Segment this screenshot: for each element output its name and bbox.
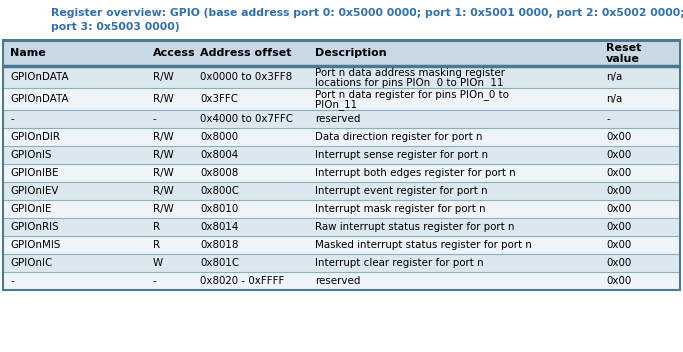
Text: Interrupt sense register for port n: Interrupt sense register for port n bbox=[315, 150, 488, 160]
Text: -: - bbox=[152, 276, 156, 286]
Text: value: value bbox=[606, 54, 640, 64]
Bar bbox=[3, 128, 680, 146]
Text: GPIOnIS: GPIOnIS bbox=[10, 150, 52, 160]
Text: GPIOnDATA: GPIOnDATA bbox=[10, 94, 69, 104]
Text: 0x800C: 0x800C bbox=[200, 186, 239, 196]
Text: Data direction register for port n: Data direction register for port n bbox=[315, 132, 482, 142]
Text: R/W: R/W bbox=[152, 94, 173, 104]
Text: -: - bbox=[10, 276, 14, 286]
Text: 0x8008: 0x8008 bbox=[200, 168, 238, 178]
Text: 0x00: 0x00 bbox=[606, 276, 631, 286]
Text: n/a: n/a bbox=[606, 72, 622, 82]
Text: Interrupt event register for port n: Interrupt event register for port n bbox=[315, 186, 488, 196]
Text: GPIOnIEV: GPIOnIEV bbox=[10, 186, 59, 196]
Bar bbox=[3, 272, 680, 290]
Bar bbox=[3, 236, 680, 254]
Bar bbox=[3, 218, 680, 236]
Text: R/W: R/W bbox=[152, 72, 173, 82]
Bar bbox=[3, 88, 680, 110]
Text: GPIOnMIS: GPIOnMIS bbox=[10, 240, 61, 250]
Bar bbox=[3, 110, 680, 128]
Text: 0x8018: 0x8018 bbox=[200, 240, 238, 250]
Text: 0x4000 to 0x7FFC: 0x4000 to 0x7FFC bbox=[200, 114, 293, 124]
Text: 0x00: 0x00 bbox=[606, 150, 631, 160]
Text: 0x8000: 0x8000 bbox=[200, 132, 238, 142]
Text: 0x801C: 0x801C bbox=[200, 258, 239, 268]
Text: R/W: R/W bbox=[152, 150, 173, 160]
Text: R/W: R/W bbox=[152, 186, 173, 196]
Bar bbox=[3, 200, 680, 218]
Text: Address offset: Address offset bbox=[200, 48, 292, 58]
Text: 0x0000 to 0x3FF8: 0x0000 to 0x3FF8 bbox=[200, 72, 292, 82]
Bar bbox=[3, 40, 680, 66]
Text: port 3: 0x5003 0000): port 3: 0x5003 0000) bbox=[51, 22, 180, 32]
Text: 0x8010: 0x8010 bbox=[200, 204, 238, 214]
Text: GPIOnRIS: GPIOnRIS bbox=[10, 222, 59, 232]
Text: Access: Access bbox=[152, 48, 195, 58]
Text: 0x00: 0x00 bbox=[606, 132, 631, 142]
Text: GPIOnIC: GPIOnIC bbox=[10, 258, 53, 268]
Text: 0x8014: 0x8014 bbox=[200, 222, 238, 232]
Text: Reset: Reset bbox=[606, 43, 641, 53]
Text: 0x8004: 0x8004 bbox=[200, 150, 238, 160]
Bar bbox=[3, 254, 680, 272]
Text: Register overview: GPIO (base address port 0: 0x5000 0000; port 1: 0x5001 0000, : Register overview: GPIO (base address po… bbox=[51, 8, 683, 18]
Text: 0x00: 0x00 bbox=[606, 186, 631, 196]
Text: GPIOnDATA: GPIOnDATA bbox=[10, 72, 69, 82]
Text: Interrupt clear register for port n: Interrupt clear register for port n bbox=[315, 258, 484, 268]
Text: 0x8020 - 0xFFFF: 0x8020 - 0xFFFF bbox=[200, 276, 284, 286]
Text: Masked interrupt status register for port n: Masked interrupt status register for por… bbox=[315, 240, 532, 250]
Bar bbox=[3, 146, 680, 164]
Text: R/W: R/W bbox=[152, 204, 173, 214]
Text: 0x3FFC: 0x3FFC bbox=[200, 94, 238, 104]
Text: R: R bbox=[152, 240, 160, 250]
Text: n/a: n/a bbox=[606, 94, 622, 104]
Text: reserved: reserved bbox=[315, 114, 361, 124]
Text: Port n data address masking register: Port n data address masking register bbox=[315, 68, 505, 78]
Text: -: - bbox=[152, 114, 156, 124]
Text: GPIOnDIR: GPIOnDIR bbox=[10, 132, 60, 142]
Text: 0x00: 0x00 bbox=[606, 204, 631, 214]
Text: PIOn_11: PIOn_11 bbox=[315, 100, 357, 111]
Text: Name: Name bbox=[10, 48, 46, 58]
Bar bbox=[3, 164, 680, 182]
Text: Raw interrupt status register for port n: Raw interrupt status register for port n bbox=[315, 222, 514, 232]
Text: -: - bbox=[606, 114, 610, 124]
Text: Port n data register for pins PIOn_0 to: Port n data register for pins PIOn_0 to bbox=[315, 89, 509, 100]
Text: R: R bbox=[152, 222, 160, 232]
Text: 0x00: 0x00 bbox=[606, 222, 631, 232]
Text: Interrupt both edges register for port n: Interrupt both edges register for port n bbox=[315, 168, 516, 178]
Text: W: W bbox=[152, 258, 163, 268]
Bar bbox=[3, 2, 680, 40]
Text: R/W: R/W bbox=[152, 168, 173, 178]
Bar bbox=[3, 182, 680, 200]
Text: locations for pins PIOn  0 to PIOn  11: locations for pins PIOn 0 to PIOn 11 bbox=[315, 78, 503, 88]
Text: 0x00: 0x00 bbox=[606, 168, 631, 178]
Text: GPIOnIBE: GPIOnIBE bbox=[10, 168, 59, 178]
Text: reserved: reserved bbox=[315, 276, 361, 286]
Text: -: - bbox=[10, 114, 14, 124]
Bar bbox=[3, 66, 680, 88]
Text: Description: Description bbox=[315, 48, 387, 58]
Text: 0x00: 0x00 bbox=[606, 240, 631, 250]
Text: Interrupt mask register for port n: Interrupt mask register for port n bbox=[315, 204, 486, 214]
Text: R/W: R/W bbox=[152, 132, 173, 142]
Text: GPIOnIE: GPIOnIE bbox=[10, 204, 52, 214]
Text: 0x00: 0x00 bbox=[606, 258, 631, 268]
